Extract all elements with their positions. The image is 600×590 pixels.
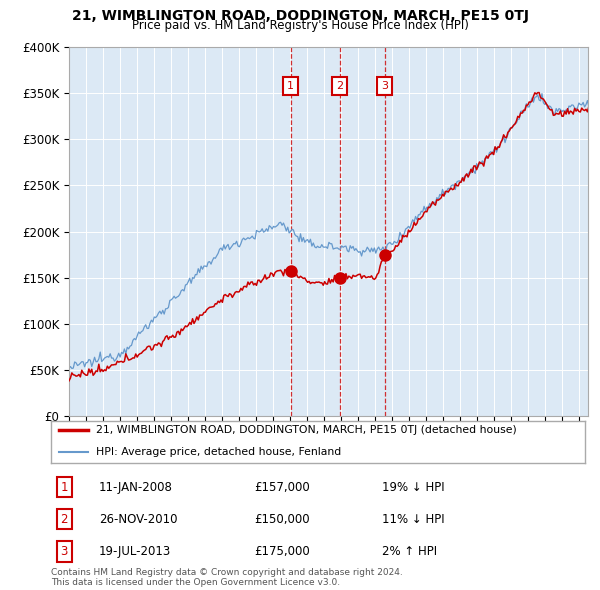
- Text: Price paid vs. HM Land Registry's House Price Index (HPI): Price paid vs. HM Land Registry's House …: [131, 19, 469, 32]
- Text: Contains HM Land Registry data © Crown copyright and database right 2024.
This d: Contains HM Land Registry data © Crown c…: [51, 568, 403, 587]
- Text: 2% ↑ HPI: 2% ↑ HPI: [382, 545, 437, 558]
- Text: £157,000: £157,000: [254, 481, 310, 494]
- Text: HPI: Average price, detached house, Fenland: HPI: Average price, detached house, Fenl…: [97, 447, 341, 457]
- Text: £150,000: £150,000: [254, 513, 310, 526]
- Text: 3: 3: [61, 545, 68, 558]
- Text: 1: 1: [61, 481, 68, 494]
- Text: 11% ↓ HPI: 11% ↓ HPI: [382, 513, 445, 526]
- Text: 26-NOV-2010: 26-NOV-2010: [99, 513, 178, 526]
- Text: 21, WIMBLINGTON ROAD, DODDINGTON, MARCH, PE15 0TJ: 21, WIMBLINGTON ROAD, DODDINGTON, MARCH,…: [71, 9, 529, 23]
- Text: 19-JUL-2013: 19-JUL-2013: [99, 545, 172, 558]
- Text: 2: 2: [336, 81, 343, 91]
- Text: 11-JAN-2008: 11-JAN-2008: [99, 481, 173, 494]
- Text: £175,000: £175,000: [254, 545, 310, 558]
- Text: 1: 1: [287, 81, 294, 91]
- Text: 19% ↓ HPI: 19% ↓ HPI: [382, 481, 445, 494]
- Text: 2: 2: [61, 513, 68, 526]
- Text: 21, WIMBLINGTON ROAD, DODDINGTON, MARCH, PE15 0TJ (detached house): 21, WIMBLINGTON ROAD, DODDINGTON, MARCH,…: [97, 425, 517, 435]
- Text: 3: 3: [381, 81, 388, 91]
